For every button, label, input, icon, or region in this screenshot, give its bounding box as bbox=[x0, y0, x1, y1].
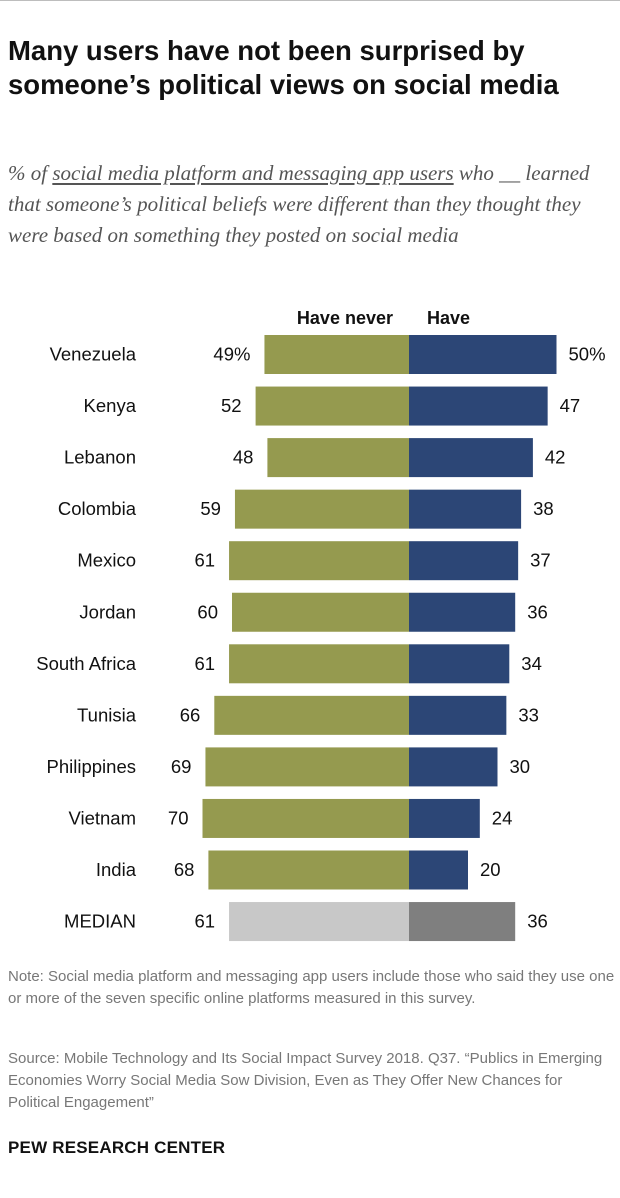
bar-have-never-south-africa bbox=[229, 644, 409, 684]
category-label-kenya: Kenya bbox=[84, 395, 137, 416]
value-have-never-kenya: 52 bbox=[221, 395, 242, 416]
value-have-never-vietnam: 70 bbox=[168, 807, 189, 828]
bar-have-jordan bbox=[409, 592, 516, 632]
value-have-never-tunisia: 66 bbox=[180, 704, 201, 725]
bar-have-never-colombia bbox=[234, 489, 409, 529]
bar-have-never-vietnam bbox=[202, 798, 409, 838]
value-have-tunisia: 33 bbox=[518, 704, 539, 725]
category-label-vietnam: Vietnam bbox=[68, 807, 136, 828]
bar-have-never-mexico bbox=[229, 541, 409, 581]
value-have-vietnam: 24 bbox=[492, 807, 513, 828]
legend-have: Have bbox=[427, 308, 470, 328]
category-label-median: MEDIAN bbox=[64, 911, 136, 932]
value-have-never-philippines: 69 bbox=[171, 756, 192, 777]
value-have-never-jordan: 60 bbox=[197, 601, 218, 622]
value-have-never-south-africa: 61 bbox=[194, 653, 215, 674]
bar-have-never-tunisia bbox=[214, 695, 409, 735]
category-label-south-africa: South Africa bbox=[36, 653, 136, 674]
value-have-philippines: 30 bbox=[510, 756, 531, 777]
category-label-lebanon: Lebanon bbox=[64, 447, 136, 468]
chart-note: Note: Social media platform and messagin… bbox=[8, 968, 615, 1007]
chart-svg: Have never Have Venezuela 49% 50% Kenya 52 47 Le… bbox=[36, 308, 606, 942]
category-label-colombia: Colombia bbox=[58, 498, 137, 519]
value-have-lebanon: 42 bbox=[545, 447, 566, 468]
value-have-median: 36 bbox=[527, 911, 548, 932]
category-label-philippines: Philippines bbox=[47, 756, 136, 777]
chart-title: Many users have not been surprised by so… bbox=[8, 35, 559, 100]
category-label-venezuela: Venezuela bbox=[50, 344, 137, 365]
bar-have-never-jordan bbox=[232, 592, 409, 632]
category-label-tunisia: Tunisia bbox=[77, 704, 137, 725]
bar-have-never-kenya bbox=[255, 386, 409, 426]
value-have-india: 20 bbox=[480, 859, 501, 880]
category-label-jordan: Jordan bbox=[79, 601, 136, 622]
value-have-colombia: 38 bbox=[533, 498, 554, 519]
value-have-never-venezuela: 49% bbox=[213, 344, 250, 365]
value-have-never-median: 61 bbox=[194, 911, 215, 932]
bar-have-venezuela bbox=[409, 335, 557, 374]
bar-have-never-median bbox=[229, 902, 409, 942]
top-rule bbox=[0, 0, 620, 1]
bar-have-mexico bbox=[409, 541, 519, 581]
bar-have-india bbox=[409, 850, 468, 890]
bar-have-kenya bbox=[409, 386, 548, 426]
bar-have-south-africa bbox=[409, 644, 510, 684]
value-have-south-africa: 34 bbox=[521, 653, 542, 674]
value-have-mexico: 37 bbox=[530, 550, 551, 571]
bar-have-never-india bbox=[208, 850, 409, 890]
bar-have-tunisia bbox=[409, 695, 507, 735]
value-have-jordan: 36 bbox=[527, 601, 548, 622]
bar-have-never-philippines bbox=[205, 747, 409, 787]
bar-have-median bbox=[409, 902, 516, 942]
value-have-kenya: 47 bbox=[560, 395, 581, 416]
value-have-never-lebanon: 48 bbox=[233, 447, 254, 468]
category-label-india: India bbox=[96, 859, 137, 880]
bar-have-philippines bbox=[409, 747, 498, 787]
chart-root: Have never Have Venezuela 49% 50% Kenya 52 47 Le… bbox=[36, 308, 606, 942]
subtitle-prefix: % of bbox=[8, 161, 53, 185]
category-label-mexico: Mexico bbox=[77, 550, 136, 571]
bar-have-vietnam bbox=[409, 798, 480, 838]
chart-subtitle: % of social media platform and messaging… bbox=[8, 158, 608, 251]
chart-source: Source: Mobile Technology and Its Social… bbox=[8, 1050, 603, 1111]
footer-brand: PEW RESEARCH CENTER bbox=[8, 1138, 226, 1157]
bar-have-never-venezuela bbox=[264, 335, 409, 374]
bar-have-lebanon bbox=[409, 438, 533, 478]
value-have-never-india: 68 bbox=[174, 859, 195, 880]
bar-have-colombia bbox=[409, 489, 522, 529]
value-have-never-colombia: 59 bbox=[200, 498, 221, 519]
subtitle-universe: social media platform and messaging app … bbox=[52, 161, 454, 185]
bar-have-never-lebanon bbox=[267, 438, 409, 478]
value-have-never-mexico: 61 bbox=[194, 550, 215, 571]
value-have-venezuela: 50% bbox=[569, 344, 606, 365]
legend-have-never: Have never bbox=[297, 308, 393, 328]
subtitle-suffix: who __ learned that someone’s political … bbox=[8, 161, 590, 247]
